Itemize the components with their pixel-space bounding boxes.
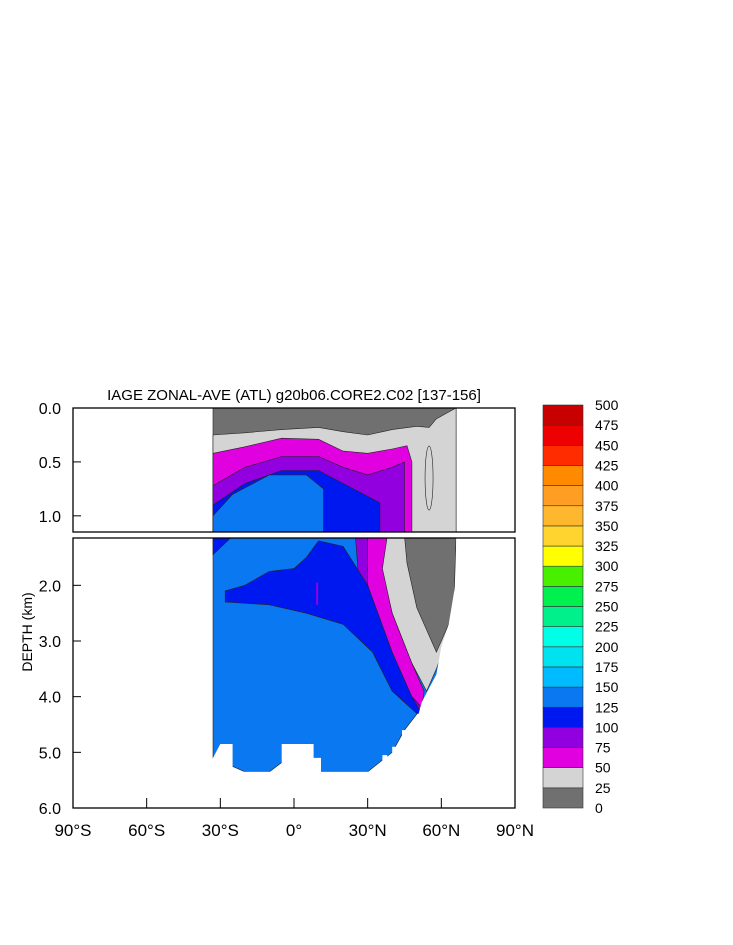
y-axis: 0.0 0.5 1.0 2.0 3.0 4.0 5.0 6.0	[39, 401, 81, 818]
x-tick-label: 60°N	[422, 821, 460, 840]
colorbar-swatch	[542, 485, 584, 507]
y-tick-label: 1.0	[39, 509, 61, 526]
age-patch-25-50	[424, 445, 434, 511]
colorbar-label: 300	[595, 558, 619, 574]
age-core-75-100	[316, 582, 319, 605]
colorbar-label: 400	[595, 478, 619, 494]
colorbar-label: 225	[595, 619, 619, 635]
upper-frame	[72, 407, 516, 533]
colorbar-swatch	[542, 404, 584, 426]
colorbar-label: 125	[595, 699, 619, 715]
y-tick-label: 2.0	[39, 578, 61, 595]
age-band-0-25-deep	[404, 538, 457, 653]
colorbar-label: 425	[595, 457, 619, 473]
colorbar-swatch	[542, 465, 584, 486]
colorbar-swatch	[542, 787, 584, 809]
age-band-100-125-deep	[224, 540, 423, 714]
age-wedge-100-125	[212, 538, 231, 556]
colorbar-label: 325	[595, 538, 619, 554]
colorbar-swatch	[542, 525, 584, 547]
colorbar-label: 150	[595, 679, 619, 695]
colorbar-swatch	[542, 505, 584, 527]
x-tick-label: 0°	[286, 821, 302, 840]
y-tick-label: 0.5	[39, 455, 61, 472]
x-axis: 90°S 60°S 30°S 0° 30°N 60°N 90°N	[54, 798, 534, 840]
colorbar-swatch	[542, 424, 584, 446]
colorbar: 0 25 50 75 100 125 150 175 200 225 250 275 300 325 350…	[542, 397, 619, 816]
y-tick-label: 6.0	[39, 801, 61, 818]
colorbar-swatch	[542, 626, 584, 648]
colorbar-label: 200	[595, 639, 619, 655]
colorbar-swatch	[542, 686, 584, 708]
lower-frame	[72, 537, 516, 809]
colorbar-swatch	[542, 727, 584, 748]
x-tick-label: 30°N	[349, 821, 387, 840]
colorbar-swatch	[542, 646, 584, 668]
colorbar-label: 75	[595, 740, 611, 756]
colorbar-label: 250	[595, 599, 619, 615]
colorbar-label: 50	[595, 760, 611, 776]
colorbar-swatch	[542, 545, 584, 567]
y-tick-label: 3.0	[39, 634, 61, 651]
upper-panel	[212, 408, 457, 532]
colorbar-label: 350	[595, 518, 619, 534]
colorbar-label: 450	[595, 437, 619, 453]
x-tick-label: 90°N	[496, 821, 534, 840]
colorbar-label: 175	[595, 659, 619, 675]
colorbar-label: 375	[595, 498, 619, 514]
x-tick-label: 90°S	[54, 821, 91, 840]
colorbar-swatch	[542, 444, 584, 466]
lower-panel	[212, 538, 515, 808]
x-tick-label: 30°S	[202, 821, 239, 840]
colorbar-label: 0	[595, 800, 603, 816]
colorbar-swatch	[542, 767, 584, 789]
age-band-125-150	[212, 474, 324, 532]
y-axis-label: DEPTH (km)	[19, 592, 35, 671]
colorbar-label: 25	[595, 780, 611, 796]
colorbar-swatch	[542, 706, 584, 728]
chart-title: IAGE ZONAL-AVE (ATL) g20b06.CORE2.C02 [1…	[107, 387, 481, 404]
y-tick-label: 5.0	[39, 745, 61, 762]
colorbar-label: 500	[595, 397, 619, 413]
y-tick-label: 4.0	[39, 690, 61, 707]
colorbar-swatch	[542, 747, 584, 768]
y-tick-label: 0.0	[39, 401, 61, 418]
colorbar-swatch	[542, 666, 584, 688]
colorbar-swatch	[542, 606, 584, 627]
sea-floor-mask	[213, 538, 515, 808]
x-tick-label: 60°S	[128, 821, 165, 840]
colorbar-label: 475	[595, 417, 619, 433]
colorbar-swatch	[542, 565, 584, 587]
colorbar-label: 275	[595, 578, 619, 594]
colorbar-label: 100	[595, 719, 619, 735]
colorbar-swatch	[542, 586, 584, 607]
